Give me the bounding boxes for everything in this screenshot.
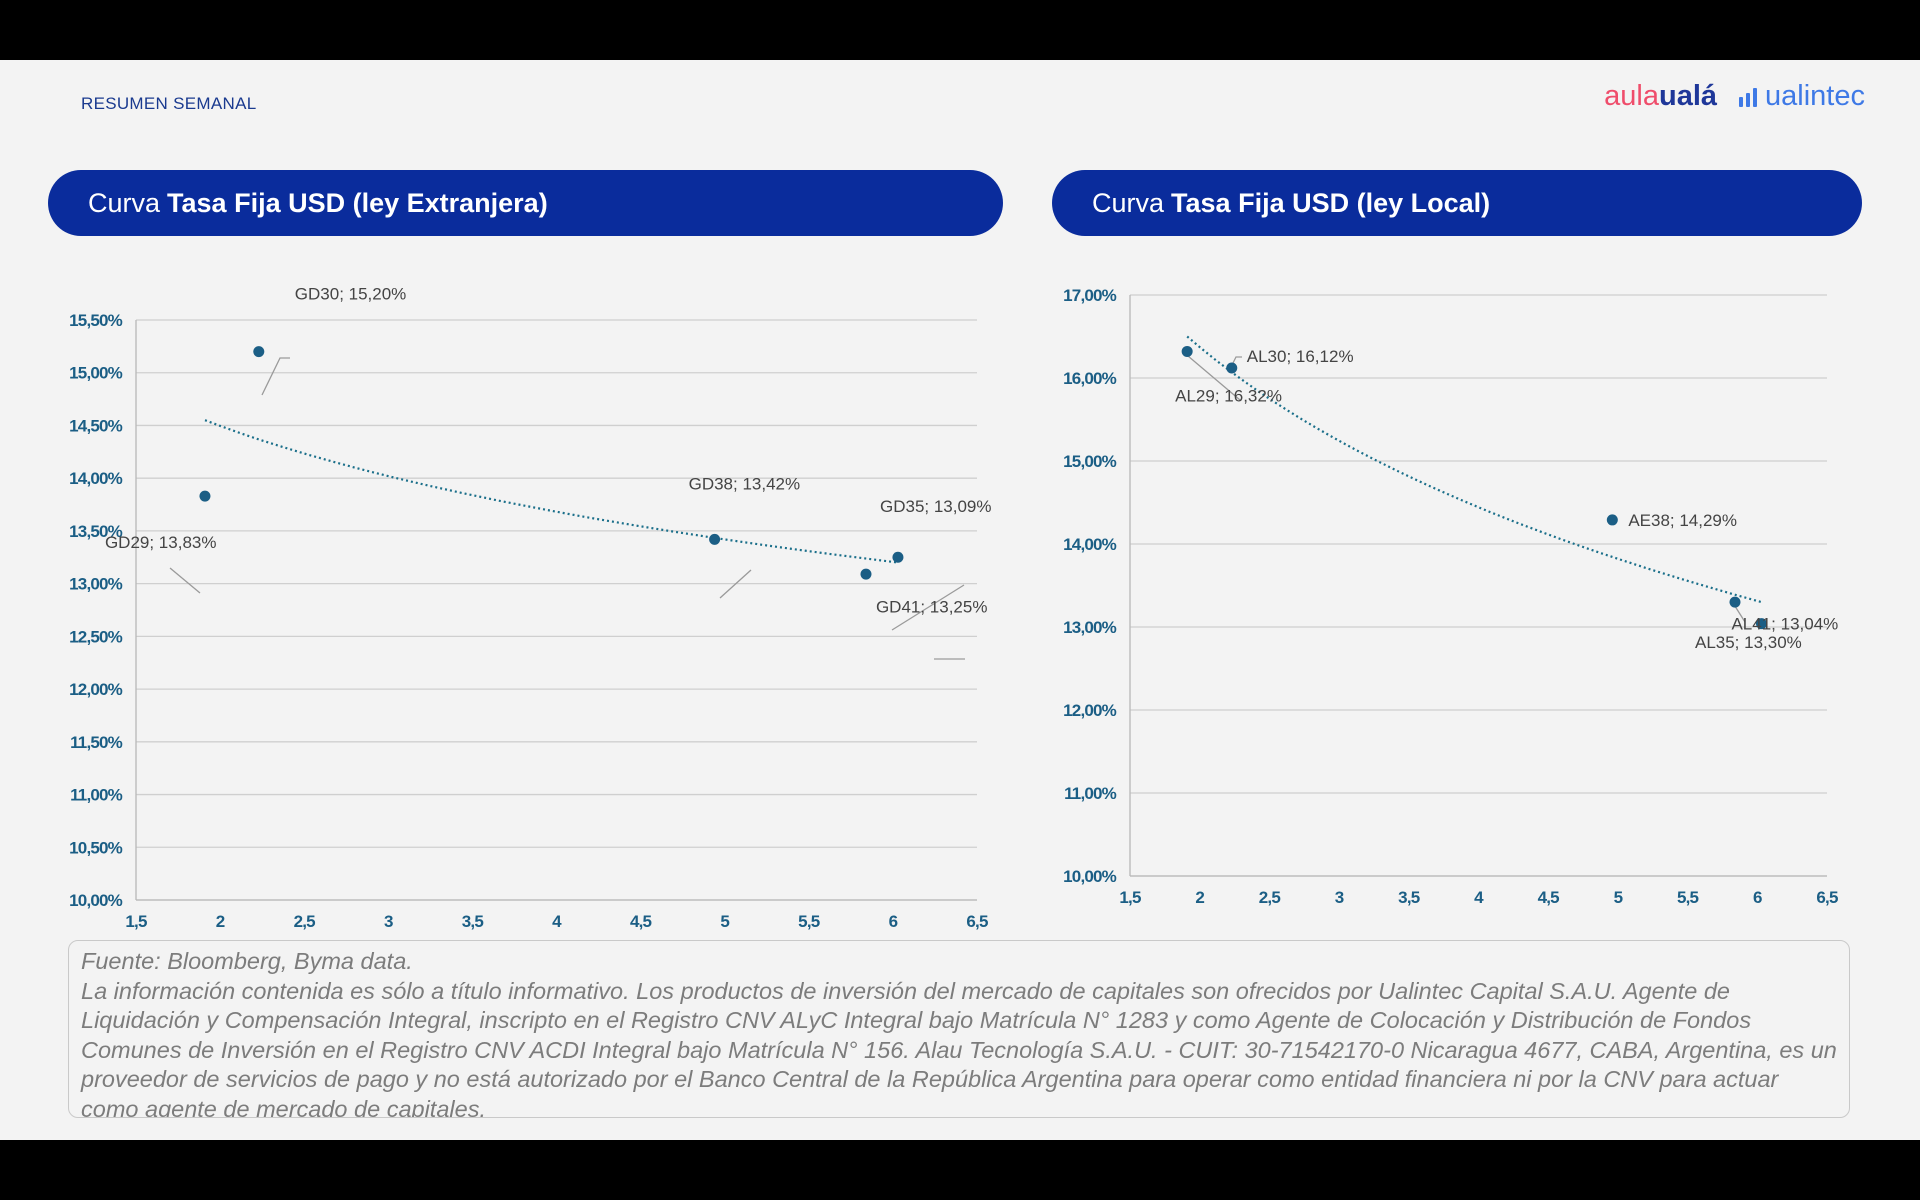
x-tick-label: 4,5 — [1538, 888, 1560, 907]
x-tick-label: 4 — [552, 912, 562, 931]
disclaimer-text: La información contenida es sólo a títul… — [81, 977, 1837, 1118]
y-tick-label: 14,50% — [69, 416, 123, 435]
x-tick-label: 5,5 — [798, 912, 820, 931]
trendline — [204, 419, 899, 564]
y-tick-label: 15,00% — [69, 364, 123, 383]
y-tick-label: 11,00% — [70, 786, 123, 805]
y-tick-label: 14,00% — [1063, 535, 1117, 554]
data-label-gd35: GD35; 13,09% — [880, 497, 992, 516]
y-tick-label: 13,00% — [69, 575, 123, 594]
source-line: Fuente: Bloomberg, Byma data. — [81, 948, 413, 974]
x-tick-label: 2,5 — [1259, 888, 1281, 907]
y-tick-label: 10,50% — [69, 838, 123, 857]
y-tick-label: 13,50% — [69, 522, 123, 541]
label-leader-line — [719, 569, 752, 599]
x-tick-label: 1,5 — [125, 912, 147, 931]
chart-title-local: Curva Tasa Fija USD (ley Local) — [1052, 170, 1862, 236]
section-kicker: RESUMEN SEMANAL — [81, 94, 257, 113]
y-tick-label: 17,00% — [1063, 286, 1117, 305]
data-point-al41 — [1755, 618, 1767, 630]
label-leader-line — [1231, 356, 1242, 366]
y-tick-label: 14,00% — [69, 469, 123, 488]
y-tick-label: 11,50% — [70, 733, 123, 752]
trendline — [1186, 335, 1762, 604]
y-tick-label: 10,00% — [1063, 867, 1117, 886]
x-tick-label: 6 — [1753, 888, 1762, 907]
x-tick-label: 3,5 — [462, 912, 484, 931]
x-tick-label: 6 — [889, 912, 898, 931]
x-tick-label: 3 — [1335, 888, 1344, 907]
y-tick-label: 10,00% — [69, 891, 123, 910]
y-tick-label: 13,00% — [1063, 618, 1117, 637]
data-point-gd38 — [709, 533, 721, 545]
data-label-gd38: GD38; 13,42% — [689, 474, 801, 493]
y-tick-label: 12,00% — [1063, 701, 1117, 720]
x-tick-label: 2 — [216, 912, 225, 931]
label-leader-line — [261, 357, 290, 396]
data-point-al35 — [1729, 596, 1741, 608]
x-tick-label: 2,5 — [294, 912, 316, 931]
data-label-gd30: GD30; 15,20% — [295, 285, 407, 304]
slide: RESUMEN SEMANAL aulaualá ualintec Curva T… — [0, 60, 1920, 1140]
x-tick-label: 5 — [1614, 888, 1623, 907]
data-point-gd29 — [199, 490, 211, 502]
data-point-gd30 — [253, 346, 265, 358]
aula-uala-logo: aulaualá — [1604, 80, 1717, 113]
logo-aula-text: aula — [1604, 80, 1659, 112]
x-tick-label: 6,5 — [1816, 888, 1838, 907]
x-tick-label: 2 — [1195, 888, 1204, 907]
y-tick-label: 16,00% — [1063, 369, 1117, 388]
chart-ley-local: 10,00% 11,00% 12,00% 13,00% 14,00% 15,00% 16,0… — [1063, 286, 1839, 907]
ualintec-logo: ualintec — [1739, 80, 1865, 113]
source-disclaimer: Fuente: Bloomberg, Byma data. La informa… — [68, 940, 1850, 1118]
y-tick-label: 15,50% — [69, 311, 123, 330]
y-tick-label: 12,50% — [69, 627, 123, 646]
data-label-gd41: GD41; 13,25% — [876, 597, 988, 616]
bars-icon — [1739, 87, 1758, 107]
data-label-gd29: GD29; 13,83% — [105, 533, 217, 552]
logo-ualintec-text: ualintec — [1765, 80, 1865, 112]
data-label-al29: AL29; 16,32% — [1175, 386, 1282, 405]
logo-uala-text: ualá — [1659, 80, 1718, 112]
x-tick-label: 4,5 — [630, 912, 652, 931]
data-label-al35: AL35; 13,30% — [1695, 633, 1802, 652]
data-point-al30 — [1226, 362, 1238, 374]
data-point-gd35 — [860, 568, 872, 580]
x-tick-label: 3,5 — [1398, 888, 1420, 907]
y-tick-label: 11,00% — [1064, 784, 1117, 803]
x-tick-label: 4 — [1474, 888, 1484, 907]
data-label-al41: AL41; 13,04% — [1731, 615, 1838, 634]
label-leader-line — [1187, 355, 1241, 401]
data-label-ae38: AE38; 14,29% — [1628, 511, 1737, 530]
label-leader-line — [169, 567, 201, 594]
label-leader-line — [891, 584, 965, 631]
data-label-al30: AL30; 16,12% — [1247, 347, 1354, 366]
data-point-al29 — [1181, 345, 1193, 357]
charts-canvas: 10,00% 10,50% 11,00% 11,50% 12,00% 12,50% 13,0… — [69, 285, 1839, 931]
data-point-ae38 — [1606, 514, 1618, 526]
chart-title-extranjera: Curva Tasa Fija USD (ley Extranjera) — [48, 170, 1003, 236]
x-tick-label: 6,5 — [966, 912, 988, 931]
y-tick-label: 12,00% — [69, 680, 123, 699]
chart-ley-extranjera: 10,00% 10,50% 11,00% 11,50% 12,00% 12,50% 13,0… — [69, 285, 991, 931]
x-tick-label: 1,5 — [1119, 888, 1141, 907]
x-tick-label: 5 — [720, 912, 729, 931]
x-tick-label: 3 — [384, 912, 393, 931]
y-tick-label: 15,00% — [1063, 452, 1117, 471]
brand-logos: aulaualá ualintec — [1604, 80, 1865, 113]
data-point-gd41 — [892, 551, 904, 563]
x-tick-label: 5,5 — [1677, 888, 1699, 907]
